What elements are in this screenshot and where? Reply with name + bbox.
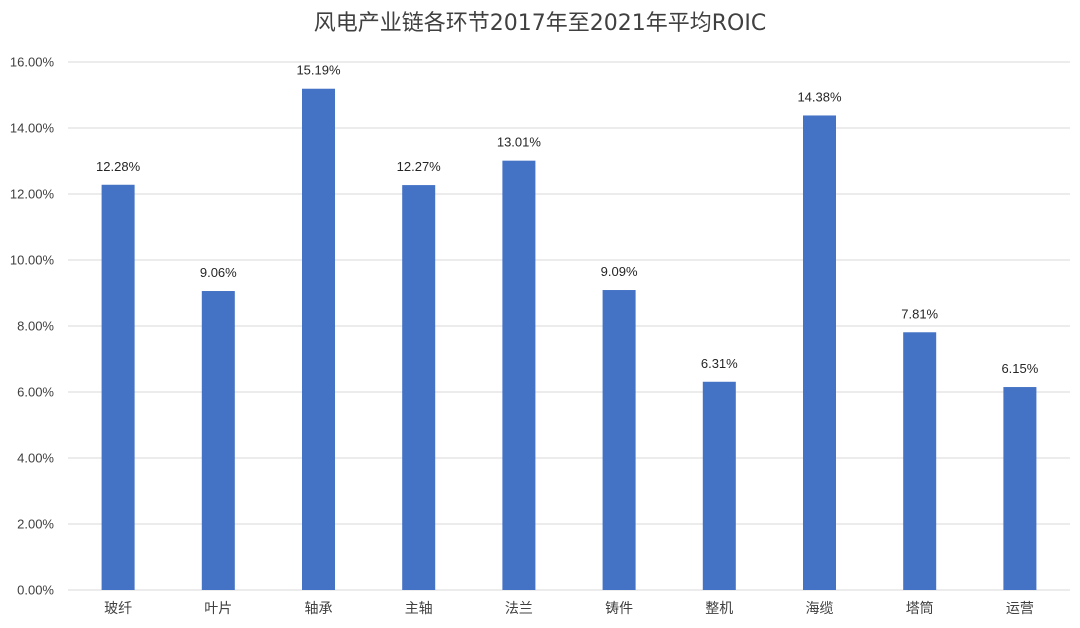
data-label: 9.09%: [601, 264, 638, 279]
bar: [201, 291, 235, 590]
data-label: 13.01%: [497, 135, 542, 150]
x-axis-category-labels: 玻纤 叶片 轴承 主轴 法兰 铸件 整机 海缆 塔筒 运营: [104, 600, 1034, 617]
bar: [602, 290, 636, 590]
y-tick-label: 0.00%: [17, 583, 54, 598]
bar: [803, 115, 836, 591]
bar: [302, 88, 335, 590]
data-label: 14.38%: [797, 89, 842, 104]
bar: [101, 184, 135, 590]
data-label: 6.31%: [701, 356, 738, 371]
y-tick-label: 16.00%: [10, 55, 55, 70]
data-labels: 12.28% 9.06% 15.19% 12.27% 13.01% 9.09% 6.31% 1…: [96, 63, 1039, 376]
gridlines: [68, 61, 1070, 591]
x-category-label: 海缆: [806, 601, 834, 617]
x-category-label: 法兰: [505, 601, 533, 617]
data-label: 6.15%: [1001, 361, 1038, 376]
x-category-label: 主轴: [405, 601, 433, 617]
x-category-label: 叶片: [204, 601, 232, 617]
data-label: 12.28%: [96, 159, 141, 174]
data-label: 9.06%: [200, 265, 237, 280]
y-axis-tick-labels: 0.00% 2.00% 4.00% 6.00% 8.00% 10.00% 12.00% 14.…: [10, 55, 55, 598]
x-category-label: 玻纤: [104, 601, 132, 617]
x-category-label: 塔筒: [906, 600, 934, 617]
x-category-label: 轴承: [305, 601, 333, 617]
bar: [903, 332, 937, 590]
data-label: 7.81%: [901, 306, 938, 321]
bar: [402, 185, 436, 590]
y-tick-label: 4.00%: [17, 451, 54, 466]
chart-title: 风电产业链各环节2017年至2021年平均ROIC: [314, 11, 766, 36]
bar: [502, 160, 536, 591]
data-label: 12.27%: [397, 159, 442, 174]
data-label: 15.19%: [296, 63, 341, 78]
y-tick-label: 12.00%: [10, 187, 55, 202]
y-tick-label: 2.00%: [17, 517, 54, 532]
bar: [702, 381, 736, 590]
x-category-label: 整机: [705, 601, 733, 617]
bar: [1003, 387, 1037, 590]
y-tick-label: 10.00%: [10, 253, 55, 268]
bars: [101, 88, 1037, 591]
x-category-label: 运营: [1006, 601, 1034, 617]
y-tick-label: 6.00%: [17, 385, 54, 400]
x-category-label: 铸件: [605, 601, 633, 617]
y-tick-label: 14.00%: [10, 121, 55, 136]
y-tick-label: 8.00%: [17, 319, 54, 334]
